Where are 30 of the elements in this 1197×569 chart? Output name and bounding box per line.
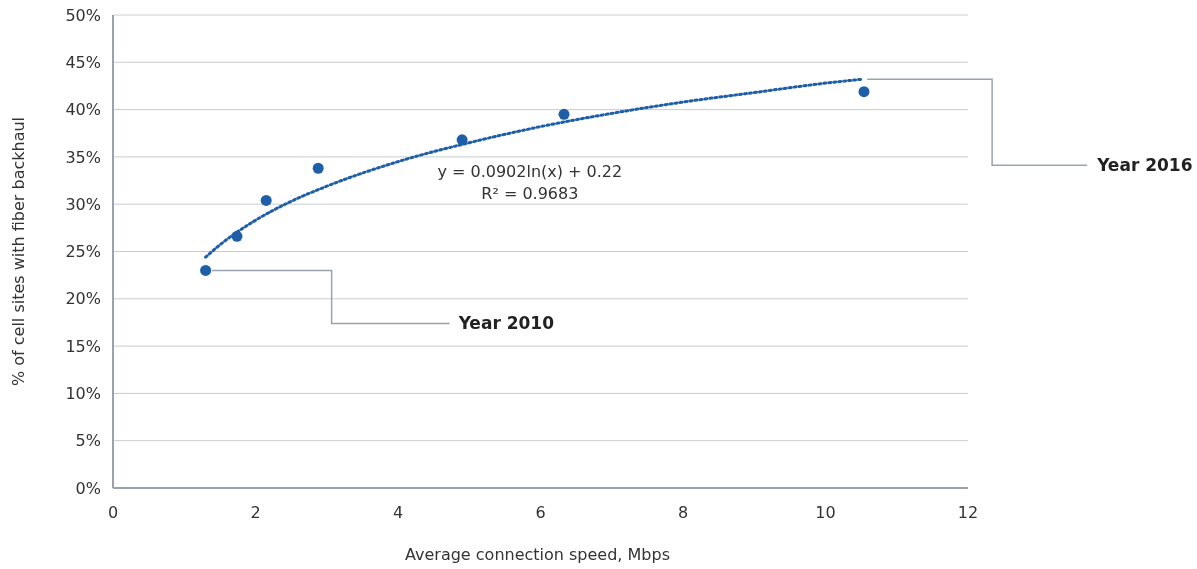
annotation: R² = 0.9683 xyxy=(481,184,579,203)
x-tick-label: 0 xyxy=(107,503,119,522)
y-axis-title: % of cell sites with fiber backhaul xyxy=(9,116,28,387)
y-tick-label: 30% xyxy=(65,194,101,214)
annotation: y = 0.0902ln(x) + 0.22 xyxy=(437,162,623,181)
y-tick-label: 50% xyxy=(65,5,101,25)
y-tick-label: 45% xyxy=(65,52,101,72)
y-tick-label: 0% xyxy=(75,478,101,498)
point xyxy=(200,264,212,276)
y-tick-label: 15% xyxy=(65,336,101,356)
annotation: Year 2010 xyxy=(457,313,555,334)
y-tick-label: 35% xyxy=(65,147,101,167)
y-tick-label: 25% xyxy=(65,242,101,262)
x-tick-label: 6 xyxy=(535,503,546,522)
point xyxy=(312,162,324,174)
y-tick-label: 5% xyxy=(75,431,101,451)
x-axis-title: Average connection speed, Mbps xyxy=(405,545,670,564)
x-tick-label: 4 xyxy=(392,503,404,522)
point xyxy=(260,194,272,206)
x-tick-label: 12 xyxy=(957,503,979,522)
x-tick-label: 2 xyxy=(250,503,261,522)
point xyxy=(858,86,870,98)
x-tick-label: 10 xyxy=(815,503,836,522)
point xyxy=(558,108,570,120)
y-tick-label: 20% xyxy=(65,289,101,309)
annotation: Year 2016 xyxy=(1096,155,1193,176)
x-tick-label: 8 xyxy=(677,503,689,522)
y-tick-label: 10% xyxy=(65,384,101,403)
y-tick-label: 40% xyxy=(65,100,101,120)
line-series xyxy=(204,77,863,259)
